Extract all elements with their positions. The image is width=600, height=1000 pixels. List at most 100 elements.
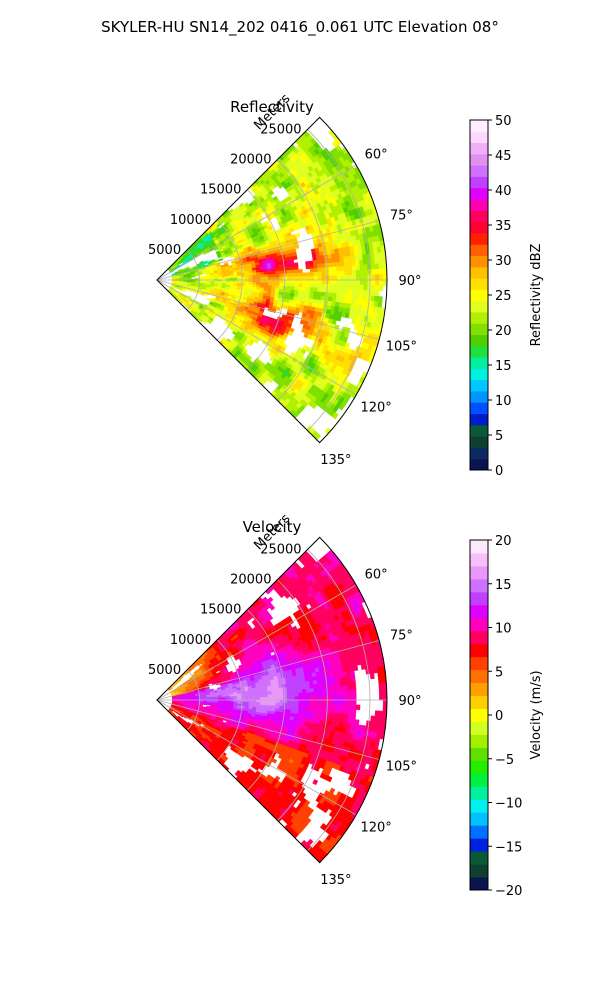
velocity-field-cell — [267, 694, 273, 698]
reflectivity-field-cell — [317, 279, 323, 285]
reflectivity-field-cell — [263, 282, 269, 286]
reflectivity-field-cell — [344, 275, 349, 281]
reflectivity-field-cell — [263, 271, 269, 275]
reflectivity-field-cell — [363, 269, 368, 276]
reflectivity-field-cell — [321, 283, 326, 289]
reflectivity-colorbar-segment — [470, 131, 488, 144]
reflectivity-field-cell — [339, 256, 345, 263]
reflectivity-field-cell — [252, 272, 257, 276]
reflectivity-field-cell — [297, 290, 303, 295]
reflectivity-field-cell — [313, 267, 319, 273]
reflectivity-field-cell — [229, 276, 234, 279]
reflectivity-field-cell — [306, 283, 311, 288]
reflectivity-field-cell — [338, 403, 346, 411]
reflectivity-field-cell — [355, 259, 360, 266]
reflectivity-field-cell — [347, 293, 353, 300]
reflectivity-field-cell — [267, 285, 273, 289]
reflectivity-colorbar-segment — [470, 300, 488, 313]
reflectivity-field-cell — [286, 273, 292, 278]
reflectivity-field-cell — [371, 274, 376, 281]
reflectivity-field-cell — [256, 272, 261, 276]
reflectivity-field-cell — [290, 283, 296, 287]
reflectivity-field-cell — [260, 282, 265, 286]
reflectivity-field-cell — [264, 277, 269, 281]
reflectivity-field-cell — [302, 272, 307, 277]
reflectivity-field-cell — [306, 272, 311, 277]
reflectivity-field-cell — [294, 286, 299, 291]
reflectivity-field-cell — [336, 315, 342, 322]
reflectivity-colorbar-segment — [470, 334, 488, 347]
reflectivity-field-cell — [359, 284, 365, 291]
velocity-field-cell — [283, 693, 288, 698]
reflectivity-colorbar-segment — [470, 289, 488, 302]
reflectivity-field-cell — [340, 284, 345, 290]
reflectivity-field-cell — [363, 274, 369, 281]
reflectivity-colorbar-segment — [470, 379, 488, 392]
reflectivity-angle-tick-label: 120° — [360, 401, 391, 416]
reflectivity-field-cell — [363, 264, 368, 271]
reflectivity-field-cell — [332, 292, 337, 298]
reflectivity-field-cell — [316, 259, 322, 265]
velocity-field-cell — [252, 692, 257, 696]
reflectivity-field-cell — [313, 271, 319, 277]
reflectivity-field-cell — [351, 289, 357, 295]
reflectivity-colorbar-segment — [470, 447, 488, 460]
reflectivity-colorbar-segment — [470, 357, 488, 369]
velocity-field-cell — [290, 693, 296, 697]
velocity-field-cell — [286, 693, 292, 698]
reflectivity-field-cell — [271, 268, 276, 272]
reflectivity-colorbar-segment — [470, 199, 488, 211]
reflectivity-field-cell — [271, 282, 277, 287]
reflectivity-field-cell — [331, 257, 337, 263]
reflectivity-field-cell — [310, 279, 315, 285]
velocity-field-cell — [271, 691, 276, 695]
reflectivity-field-cell — [340, 288, 345, 295]
reflectivity-field-cell — [327, 296, 333, 302]
reflectivity-field-cell — [278, 264, 284, 269]
reflectivity-field-cell — [356, 274, 361, 281]
reflectivity-field-cell — [305, 290, 311, 296]
reflectivity-azimuth-line — [156, 279, 357, 396]
reflectivity-field-cell — [301, 290, 307, 295]
reflectivity-field-cell — [268, 190, 275, 196]
reflectivity-range-tick-label: 25000 — [260, 122, 301, 137]
reflectivity-field-cell — [378, 257, 383, 264]
reflectivity-colorbar-tick-label: 45 — [495, 149, 512, 164]
reflectivity-field-cell — [264, 279, 269, 283]
reflectivity-field-cell — [267, 274, 273, 278]
reflectivity-field-cell — [317, 263, 322, 269]
reflectivity-field-cell — [271, 285, 276, 289]
reflectivity-field-cell — [275, 276, 280, 281]
reflectivity-colorbar-tick-label: 25 — [495, 289, 512, 304]
velocity-field-cell — [263, 688, 269, 693]
reflectivity-field-cell — [321, 279, 326, 285]
velocity-field-cell — [248, 702, 254, 705]
reflectivity-field-cell — [321, 275, 326, 281]
velocity-field-cell — [271, 705, 276, 709]
reflectivity-field-cell — [313, 291, 318, 296]
reflectivity-field-cell — [351, 294, 357, 300]
reflectivity-field-cell — [267, 279, 273, 284]
reflectivity-field-cell — [313, 279, 319, 285]
reflectivity-field-cell — [294, 269, 299, 274]
reflectivity-field-cell — [305, 264, 311, 270]
reflectivity-field-cell — [275, 282, 280, 287]
velocity-field-cell — [275, 702, 280, 707]
reflectivity-field-cell — [339, 261, 345, 267]
reflectivity-field-cell — [332, 262, 337, 268]
reflectivity-field-cell — [309, 268, 315, 273]
reflectivity-field-cell — [198, 318, 203, 323]
reflectivity-field-cell — [237, 275, 242, 279]
reflectivity-field-cell — [329, 271, 334, 276]
reflectivity-field-cell — [200, 293, 205, 296]
reflectivity-field-cell — [305, 261, 310, 266]
reflectivity-field-cell — [225, 276, 231, 279]
velocity-field-cell — [233, 695, 238, 699]
reflectivity-colorbar-segment — [470, 120, 488, 132]
reflectivity-colorbar-label: Reflectivity dBZ — [529, 244, 544, 347]
reflectivity-field-cell — [317, 291, 322, 297]
reflectivity-field-cell — [252, 274, 257, 278]
reflectivity-field-cell — [339, 293, 345, 299]
reflectivity-field-cell — [275, 285, 280, 290]
reflectivity-colorbar-tick-label: 0 — [495, 464, 503, 479]
